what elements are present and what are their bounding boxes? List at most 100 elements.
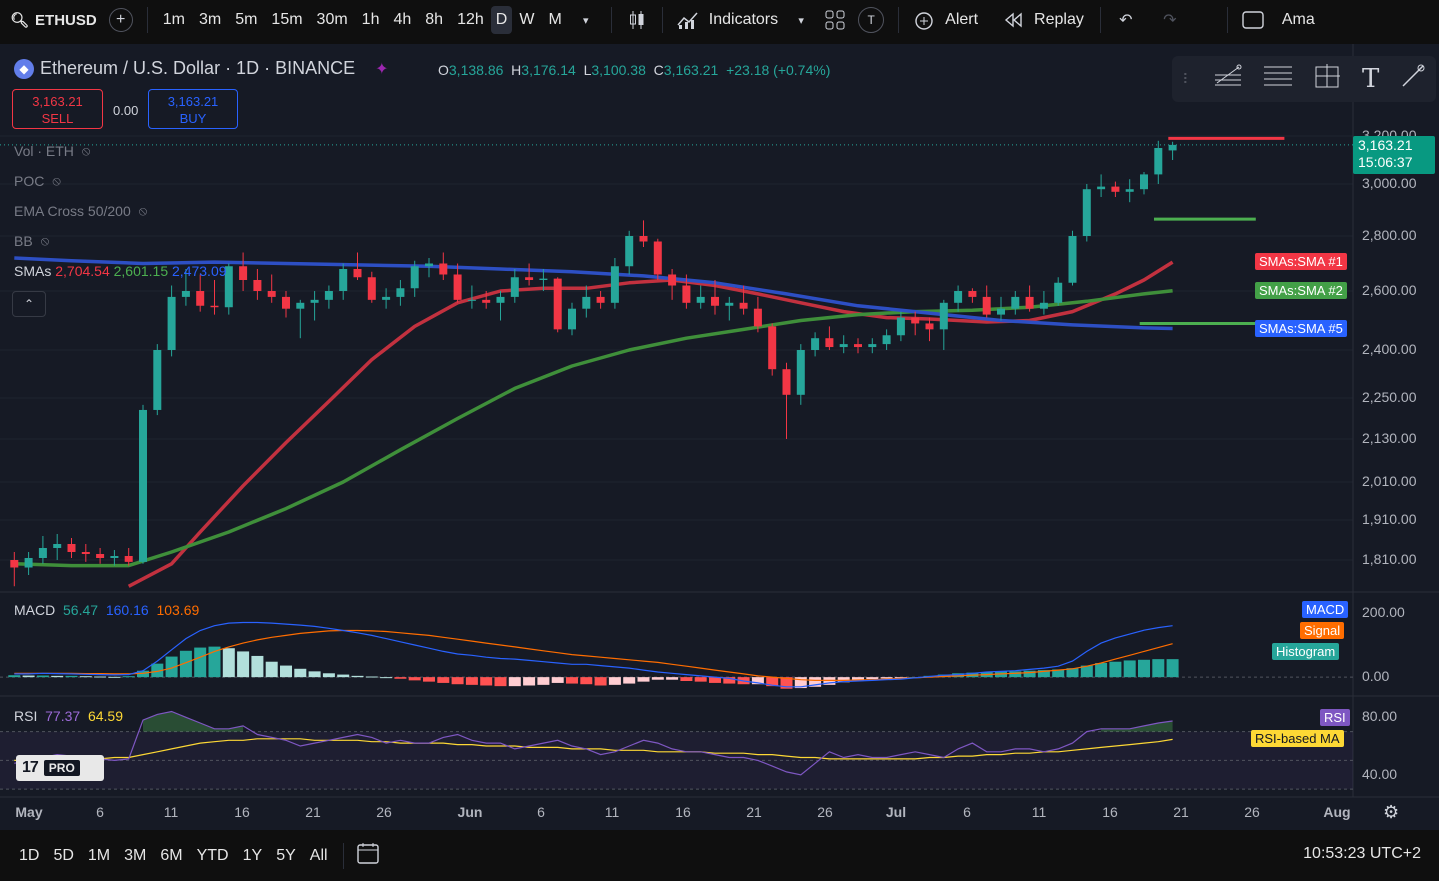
timeframe-1h[interactable]: 1h — [361, 11, 380, 28]
macd-histogram-bar — [494, 677, 507, 687]
low-label: L — [583, 62, 592, 78]
sell-button[interactable]: 3,163.21 SELL — [12, 89, 103, 129]
range-YTD[interactable]: YTD — [196, 846, 229, 864]
range-3M[interactable]: 3M — [124, 846, 147, 864]
time-label: 11 — [1031, 804, 1047, 820]
macd-histogram-bar — [380, 677, 393, 679]
macd-legend[interactable]: MACD 56.47 160.16 103.69 — [14, 602, 199, 618]
range-6M[interactable]: 6M — [160, 846, 183, 864]
chevron-down-icon[interactable]: ▾ — [583, 14, 589, 27]
replay-button[interactable]: Replay — [996, 6, 1084, 34]
date-range-icon[interactable] — [356, 841, 382, 870]
drag-handle-icon[interactable]: ⠇ — [1182, 70, 1193, 87]
timeframe-8h[interactable]: 8h — [425, 11, 444, 28]
symbol-legend[interactable]: ◆ Ethereum / U.S. Dollar · 1D · BINANCE … — [14, 58, 389, 79]
layouts-grid-icon[interactable] — [822, 6, 848, 34]
timeframe-30m[interactable]: 30m — [316, 11, 348, 28]
prediction-measure-icon[interactable] — [1314, 63, 1342, 95]
buy-button[interactable]: 3,163.21 BUY — [148, 89, 238, 129]
timeframe-12h[interactable]: 12h — [457, 11, 484, 28]
alert-button[interactable]: Alert — [907, 6, 978, 34]
indicator-smas[interactable]: SMAs 2,704.54 2,601.15 2,473.09 — [14, 263, 227, 279]
ohlc-values: O3,138.86 H3,176.14 L3,100.38 C3,163.21 … — [438, 62, 830, 78]
candles-type-icon[interactable] — [624, 6, 650, 34]
chart-canvas[interactable] — [0, 0, 1439, 830]
eye-hidden-icon[interactable]: ⦸ — [138, 203, 148, 218]
timeframe-15m[interactable]: 15m — [271, 11, 303, 28]
top-toolbar: 🔍︎ ETHUSD + 1m 3m 5m 15m 30m 1h 4h 8h 12h D W M ▾ I… — [0, 0, 1439, 40]
candle-body — [53, 544, 62, 548]
candle-body — [839, 344, 848, 348]
candle-body — [1025, 296, 1034, 309]
timeframe-5m[interactable]: 5m — [235, 11, 258, 28]
timeframe-W[interactable]: W — [519, 11, 535, 28]
tradingview-pro-logo: 17 PRO — [16, 755, 104, 781]
utc-clock[interactable]: 10:53:23 UTC+2 — [1303, 845, 1421, 862]
fullscreen-icon[interactable] — [1240, 6, 1266, 34]
indicator-ema-cross[interactable]: EMA Cross 50/200 ⦸ — [14, 203, 147, 219]
macd-histogram-bar — [508, 677, 521, 687]
chart-area[interactable] — [0, 44, 1439, 830]
macd-histogram-bar — [837, 677, 850, 683]
brush-tool-icon[interactable] — [1400, 63, 1426, 95]
range-1M[interactable]: 1M — [87, 846, 111, 864]
eye-hidden-icon[interactable]: ⦸ — [40, 233, 50, 248]
macd-scale-label: 0.00 — [1362, 668, 1390, 685]
change-value: +23.18 (+0.74%) — [726, 62, 831, 78]
range-5D[interactable]: 5D — [53, 846, 74, 864]
compare-add-icon[interactable]: + — [108, 8, 133, 32]
bottom-toolbar: 1D 5D 1M 3M 6M YTD 1Y 5Y All — [0, 830, 1439, 881]
timeframe-4h[interactable]: 4h — [393, 11, 412, 28]
templates-badge: T — [867, 13, 875, 27]
chevron-down-icon[interactable]: ▾ — [798, 14, 804, 27]
symbol-search[interactable]: 🔍︎ ETHUSD — [0, 0, 107, 40]
candle-body — [782, 369, 791, 395]
candle-body — [367, 277, 376, 300]
timeframe-M[interactable]: M — [548, 11, 562, 28]
candle-body — [596, 296, 605, 303]
macd-histogram-bar — [637, 677, 650, 682]
text-tool-icon[interactable]: T — [1362, 64, 1380, 94]
settings-gear-icon[interactable]: ⚙ — [1383, 802, 1400, 822]
indicator-vol[interactable]: Vol · ETH ⦸ — [14, 143, 90, 159]
timeframe-D[interactable]: D — [490, 6, 513, 34]
eye-hidden-icon[interactable]: ⦸ — [81, 143, 91, 158]
macd-histogram-bar — [1138, 659, 1150, 678]
candle-body — [682, 285, 691, 303]
indicator-poc-label: POC — [14, 173, 45, 189]
macd-histogram-bar — [179, 650, 192, 678]
fib-retracement-icon[interactable] — [1263, 63, 1293, 95]
macd-histogram-bar — [423, 677, 435, 682]
macd-histogram-bar — [280, 665, 292, 678]
candle-body — [553, 278, 562, 330]
range-1D[interactable]: 1D — [19, 846, 40, 864]
timeframe-1m[interactable]: 1m — [162, 11, 185, 28]
candle-body — [939, 302, 948, 330]
rsi-legend[interactable]: RSI 77.37 64.59 — [14, 708, 123, 724]
account-label[interactable]: Ama — [1281, 11, 1315, 28]
range-1Y[interactable]: 1Y — [242, 846, 263, 864]
eye-hidden-icon[interactable]: ⦸ — [52, 173, 61, 188]
candle-body — [410, 266, 419, 289]
macd-histogram-bar — [952, 673, 965, 678]
candle-body — [968, 291, 977, 297]
data-source-icon[interactable]: ✦ — [375, 60, 389, 78]
indicators-button[interactable]: Indicators — [671, 6, 778, 34]
macd-histogram-bar — [465, 677, 478, 685]
candle-body — [396, 288, 405, 297]
range-All[interactable]: All — [309, 846, 328, 864]
macd-histogram-bar — [94, 676, 107, 678]
redo-icon[interactable]: ↷ — [1163, 12, 1177, 29]
last-price-tag: 3,163.21 15:06:37 — [1353, 136, 1435, 174]
undo-icon[interactable]: ↶ — [1119, 12, 1133, 29]
range-5Y[interactable]: 5Y — [276, 846, 296, 864]
macd-histogram-bar — [408, 677, 421, 681]
trend-lines-icon[interactable] — [1213, 63, 1243, 95]
divider — [1226, 7, 1228, 33]
indicator-bb[interactable]: BB ⦸ — [14, 233, 49, 249]
timeframe-3m[interactable]: 3m — [198, 11, 222, 28]
templates-button[interactable]: T — [858, 7, 885, 33]
indicator-poc[interactable]: POC ⦸ — [14, 173, 61, 189]
macd-histogram-bar — [137, 670, 149, 678]
collapse-legend-button[interactable]: ⌃ — [12, 291, 46, 317]
